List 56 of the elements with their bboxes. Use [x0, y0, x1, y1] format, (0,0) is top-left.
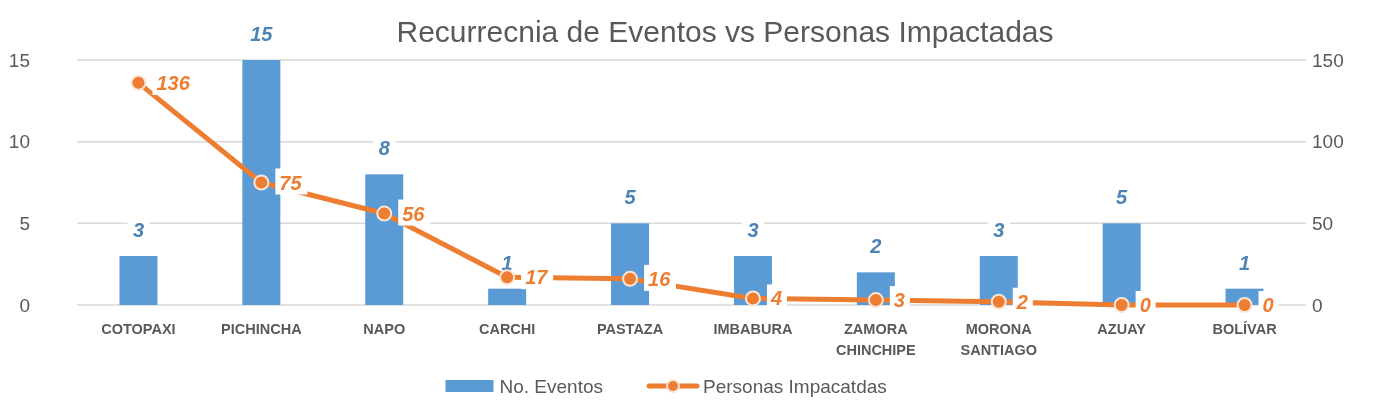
data-label: 0 [1262, 294, 1274, 316]
chart-title: Recurrecnia de Eventos vs Personas Impactadas [396, 15, 1054, 48]
point [622, 270, 639, 287]
x-tick-label: NAPO [363, 321, 406, 337]
data-label: 0 [1139, 294, 1151, 316]
point [376, 205, 393, 222]
x-tick-label: MORONA SANTIAGO [960, 321, 1038, 358]
x-tick-label: BOLÍVAR [1212, 321, 1278, 337]
y-tick-label: 5 [19, 212, 30, 234]
legend-label: No. Eventos [499, 375, 603, 397]
data-label: 15 [250, 23, 274, 45]
data-label: 16 [648, 267, 672, 290]
data-label: 136 [156, 71, 191, 94]
data-label: 8 [378, 137, 391, 160]
data-label: 17 [525, 266, 549, 289]
data-label: 2 [1015, 290, 1028, 313]
data-label: 75 [279, 171, 303, 194]
data-label: 3 [747, 219, 759, 241]
y-tick-label: 10 [8, 131, 30, 153]
data-label: 2 [869, 235, 882, 258]
y2-tick-label: 0 [1312, 294, 1323, 316]
data-label: 56 [402, 202, 426, 225]
y2-tick-label: 100 [1312, 131, 1344, 153]
bar [242, 60, 281, 305]
legend-label: Personas Impacatdas [703, 375, 887, 397]
x-tick-label: PASTAZA [596, 321, 664, 337]
data-label: 3 [132, 219, 145, 241]
point [990, 293, 1007, 310]
point [744, 290, 761, 307]
data-label: 4 [769, 287, 783, 310]
data-label: 1 [1238, 251, 1251, 274]
bar [119, 256, 158, 305]
bar [365, 174, 404, 305]
y2-tick-label: 150 [1312, 49, 1344, 71]
x-tick-label: PICHINCHA [221, 321, 303, 337]
bar [488, 288, 527, 305]
point [1113, 297, 1130, 313]
x-tick-label: IMBABURA [713, 321, 793, 337]
x-tick-label: COTOPAXI [101, 321, 176, 337]
bar [1102, 223, 1141, 305]
x-tick-label: CARCHI [478, 321, 536, 337]
x-tick-label: AZUAY [1097, 321, 1147, 337]
y2-tick-label: 50 [1312, 212, 1334, 234]
data-label: 5 [1116, 186, 1129, 209]
point [867, 292, 884, 309]
y-tick-label: 0 [19, 294, 30, 316]
data-label: 1 [501, 251, 513, 274]
x-tick-label: ZAMORA CHINCHIPE [835, 321, 917, 358]
data-label: 3 [893, 289, 905, 312]
data-label: 3 [993, 219, 1005, 241]
data-label: 5 [624, 186, 637, 209]
point [1236, 297, 1253, 313]
point [130, 74, 147, 91]
point [253, 174, 270, 191]
point [499, 269, 516, 286]
y-tick-label: 15 [8, 49, 30, 71]
